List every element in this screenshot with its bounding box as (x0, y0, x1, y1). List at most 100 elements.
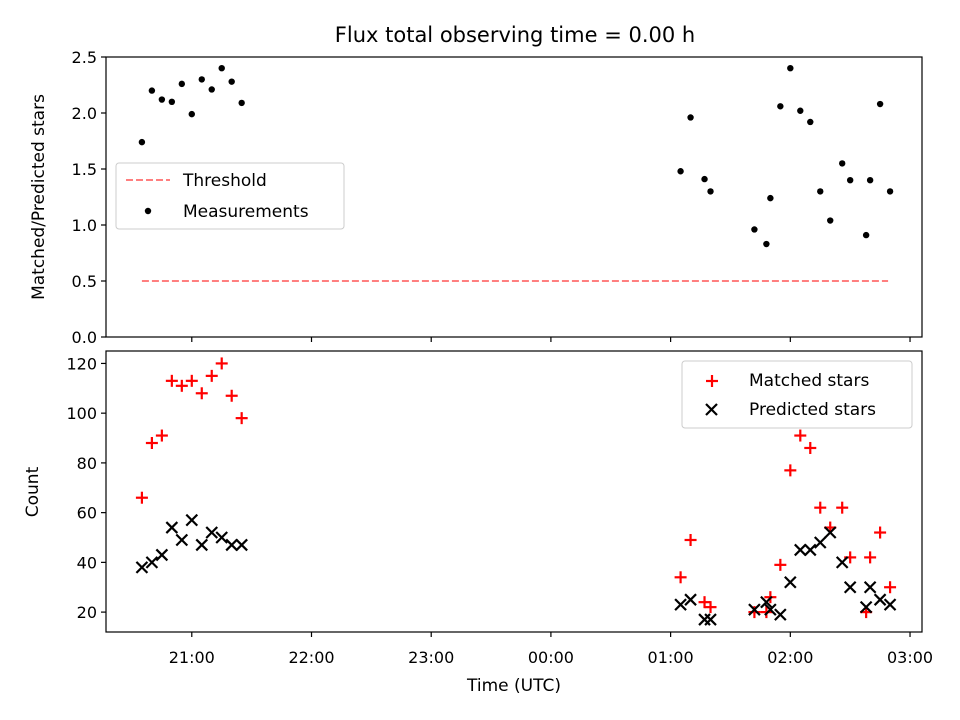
measurement-point (208, 86, 215, 93)
matched-star-point (175, 379, 188, 392)
measurements-legend-label: Measurements (183, 202, 309, 222)
x-tick-label: 02:00 (767, 648, 813, 667)
measurement-point (138, 138, 146, 146)
measurement-point (158, 96, 166, 103)
predicted-star-point (674, 598, 687, 611)
predicted-star-point (873, 593, 887, 606)
top-legend-box (115, 162, 345, 230)
matched-star-point (784, 464, 797, 477)
measurement-point (707, 188, 714, 195)
measurement-point (797, 107, 804, 114)
top-y-axis-label: Matched/Predicted stars (29, 94, 49, 300)
measurement-point (787, 65, 794, 72)
matched-star-point (874, 526, 887, 539)
predicted-star-point (135, 561, 149, 574)
matched-star-point (836, 501, 849, 514)
measurement-point (238, 99, 245, 107)
measurement-point (866, 177, 874, 184)
measurement-point (188, 110, 195, 118)
matched-star-point (804, 441, 817, 454)
bottom-y-tick-label: 100 (66, 404, 97, 423)
predicted-star-point (813, 536, 827, 549)
measurement-point (777, 103, 784, 110)
measurements-legend-swatch (144, 207, 152, 215)
bottom-y-axis-label: Count (23, 466, 43, 517)
measurement-point (838, 160, 846, 167)
top-legend: Threshold Measurements (115, 162, 345, 230)
top-x-ticks (191, 337, 911, 342)
top-y-tick-label: 0.0 (72, 328, 97, 347)
measurement-point (827, 217, 834, 224)
measurement-point (886, 188, 894, 195)
bottom-y-tick-label: 120 (66, 354, 97, 373)
predicted-star-point (863, 580, 877, 594)
predicted-star-point (684, 593, 697, 606)
predicted-star-point (215, 531, 228, 544)
measurement-point (677, 168, 684, 175)
bottom-plot-area (135, 357, 897, 626)
matched-star-point (155, 429, 168, 442)
measurement-point (751, 226, 758, 233)
predicted-star-point (165, 521, 179, 534)
x-tick-label: 21:00 (169, 648, 215, 667)
x-tick-label: 03:00 (887, 648, 933, 667)
predicted-star-point (155, 548, 169, 562)
measurement-point (701, 175, 708, 183)
bottom-axes-frame (105, 350, 923, 633)
predicted-star-point (175, 533, 189, 547)
matched-star-point (704, 601, 717, 614)
top-y-tick-label: 2.5 (72, 48, 97, 67)
predicted-star-point (803, 543, 817, 557)
x-tick-label: 22:00 (288, 648, 334, 667)
x-tick-label: 01:00 (648, 648, 694, 667)
bottom-y-tick-label: 80 (77, 454, 97, 473)
measurement-point (817, 188, 824, 195)
matched-star-point (684, 533, 697, 546)
measurement-point (218, 65, 225, 72)
bottom-y-tick-label: 60 (77, 504, 97, 523)
matched-star-point (145, 437, 158, 450)
predicted-star-point (704, 613, 717, 626)
measurement-point (807, 118, 814, 126)
top-y-tick-label: 1.0 (72, 216, 97, 235)
top-y-tick-label: 1.5 (72, 160, 97, 179)
predicted-star-point (784, 575, 797, 589)
predicted-star-point (698, 613, 711, 626)
measurement-point (228, 78, 235, 85)
predicted-legend-swatch (705, 403, 718, 416)
predicted-star-point (843, 580, 857, 594)
x-tick-label: 23:00 (408, 648, 454, 667)
top-plot-area (138, 65, 894, 282)
matched-star-point (185, 374, 198, 387)
matched-star-point (205, 369, 218, 382)
top-panel: 0.0 0.5 1.0 1.5 2.0 2.5 Matched/Predicted sta… (29, 48, 923, 347)
bottom-panel: 20 40 60 80 100 120 21:00 22:00 23:00 00:00 01:00… (23, 350, 933, 696)
predicted-star-point (764, 603, 777, 616)
bottom-y-tick-label: 20 (77, 603, 97, 622)
bottom-legend-box (681, 360, 913, 429)
measurement-point (687, 114, 694, 121)
top-y-ticks: 0.0 0.5 1.0 1.5 2.0 2.5 (72, 48, 106, 347)
predicted-star-point (835, 556, 849, 569)
predicted-star-point (748, 603, 761, 616)
measurement-point (767, 194, 774, 202)
bottom-legend: Matched stars Predicted stars (681, 360, 913, 429)
predicted-star-point (760, 595, 773, 609)
predicted-star-point (774, 608, 787, 621)
measurement-point (846, 177, 854, 184)
matched-star-point (215, 357, 228, 370)
bottom-x-ticks: 21:00 22:00 23:00 00:00 01:00 02:00 03:00 (169, 632, 933, 667)
predicted-star-point (185, 513, 199, 527)
matched-star-point (165, 374, 178, 387)
predicted-star-point (235, 538, 248, 552)
measurement-point (862, 231, 870, 239)
measurement-point (178, 80, 186, 88)
matched-star-point (225, 389, 238, 402)
matched-legend-label: Matched stars (749, 371, 869, 391)
predicted-star-point (859, 600, 873, 614)
predicted-star-point (205, 526, 219, 539)
top-axes-frame (105, 56, 923, 338)
x-tick-label: 00:00 (528, 648, 574, 667)
bottom-y-tick-label: 40 (77, 553, 97, 572)
